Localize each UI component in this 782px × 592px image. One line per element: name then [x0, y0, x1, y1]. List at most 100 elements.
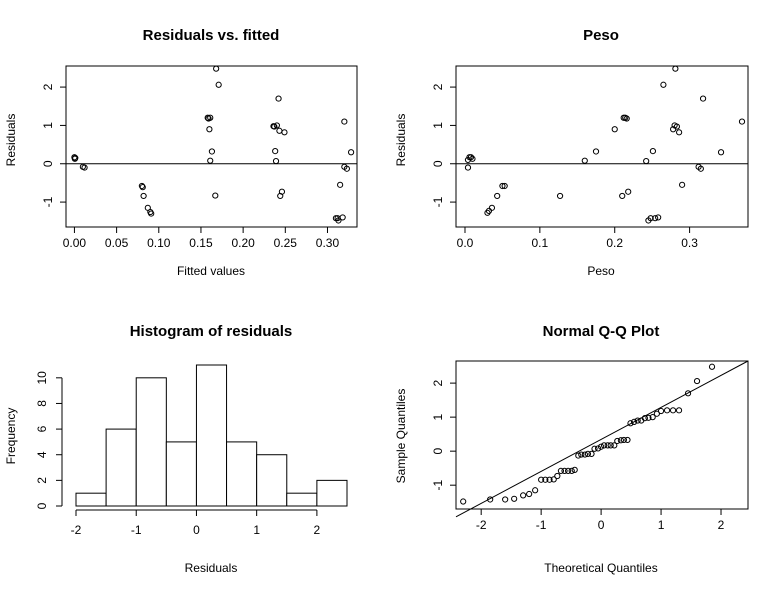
y-tick-label: 0: [41, 160, 55, 167]
data-point: [337, 181, 344, 188]
data-point: [502, 496, 509, 503]
y-tick-label: 0: [35, 502, 49, 509]
histogram-bar: [105, 428, 137, 507]
data-point: [699, 95, 707, 102]
chart-title: Normal Q-Q Plot: [543, 323, 660, 340]
data-point: [561, 467, 568, 474]
qq-plot-panel: Normal Q-Q Plot Theoretical Quantiles Samp…: [394, 323, 749, 575]
histogram-bar: [165, 441, 197, 507]
y-tick-label: 0: [431, 448, 445, 455]
y-axis-label: Frequency: [4, 408, 18, 465]
data-point: [281, 129, 288, 136]
data-point: [657, 407, 665, 415]
x-tick-label: 0.00: [63, 236, 87, 250]
y-tick-label: -1: [431, 480, 445, 491]
histogram-bar: [135, 377, 167, 507]
data-point: [546, 476, 553, 483]
data-point: [627, 420, 634, 427]
data-point: [588, 450, 595, 457]
data-point: [611, 442, 618, 449]
histogram-bar: [286, 492, 318, 507]
x-tick-label: 0: [193, 523, 200, 537]
data-point: [708, 363, 716, 370]
x-tick-label: 0.2: [606, 236, 623, 250]
data-point: [717, 149, 725, 156]
y-tick-label: 10: [35, 371, 49, 385]
data-point: [649, 414, 656, 421]
data-point: [488, 204, 496, 211]
peso-panel: Peso Peso Residuals 0.0 0.1 0.2 0.3 -1 0 1 2: [394, 27, 749, 278]
data-point: [604, 442, 611, 449]
data-point: [568, 467, 575, 474]
data-point: [276, 127, 283, 134]
x-tick-label: 2: [314, 523, 321, 537]
data-point: [275, 95, 282, 102]
data-point: [592, 148, 600, 155]
data-point: [652, 215, 659, 222]
x-tick-label: 1: [253, 523, 260, 537]
x-tick-label: 0.30: [316, 236, 340, 250]
data-point: [672, 65, 679, 72]
x-tick-label: 0.05: [105, 236, 129, 250]
x-tick-label: -1: [131, 523, 142, 537]
data-point: [623, 115, 630, 122]
y-tick-label: 0: [431, 160, 445, 167]
y-tick-label: 2: [431, 379, 445, 386]
data-point: [272, 148, 279, 155]
x-tick-label: -1: [536, 518, 547, 532]
data-point: [204, 114, 211, 121]
data-point: [339, 214, 346, 221]
plot-frame: [455, 65, 749, 228]
x-axis-label: Residuals: [185, 561, 238, 575]
data-point: [600, 442, 608, 449]
data-point: [738, 118, 746, 125]
data-point: [624, 436, 631, 444]
y-tick-label: 1: [41, 122, 55, 129]
data-point: [554, 472, 561, 480]
histogram-bar: [316, 479, 348, 507]
data-point: [634, 417, 641, 424]
data-point: [581, 157, 588, 164]
y-tick-label: 6: [35, 425, 49, 432]
data-point: [532, 487, 539, 494]
data-point: [655, 214, 662, 221]
data-point: [148, 210, 155, 217]
x-tick-label: 0.0: [457, 236, 474, 250]
data-point: [673, 123, 680, 130]
histogram-bar: [226, 441, 258, 507]
histogram-bar: [195, 364, 228, 507]
data-point: [520, 492, 527, 499]
data-point: [550, 476, 557, 483]
data-point: [207, 157, 214, 164]
chart-title: Residuals vs. fitted: [143, 27, 280, 44]
x-axis-label: Theoretical Quantiles: [544, 561, 657, 575]
histogram-panel: Histogram of residuals Residuals Frequency…: [4, 323, 348, 575]
data-point: [538, 476, 545, 483]
data-point: [208, 148, 216, 155]
data-point: [575, 452, 582, 459]
data-point: [669, 407, 677, 414]
y-axis-label: Residuals: [394, 114, 408, 167]
data-point: [647, 215, 654, 222]
y-tick-label: -1: [431, 196, 445, 207]
x-axis-label: Fitted values: [177, 264, 245, 278]
y-tick-label: 2: [431, 83, 445, 90]
data-point: [511, 495, 518, 502]
qq-reference-line: [455, 360, 749, 518]
y-tick-label: 8: [35, 400, 49, 407]
data-point: [71, 155, 78, 162]
x-tick-label: -2: [71, 523, 82, 537]
x-tick-label: 0.20: [231, 236, 255, 250]
x-tick-label: 0: [598, 518, 605, 532]
data-point: [649, 148, 657, 155]
data-point: [273, 122, 280, 129]
data-point: [213, 65, 220, 72]
data-point: [693, 377, 701, 385]
data-point: [663, 407, 671, 414]
x-tick-label: 0.25: [274, 236, 298, 250]
data-point: [598, 443, 605, 450]
x-tick-label: 2: [718, 518, 725, 532]
data-point: [278, 188, 286, 195]
data-point: [643, 157, 650, 165]
data-point: [341, 118, 348, 125]
